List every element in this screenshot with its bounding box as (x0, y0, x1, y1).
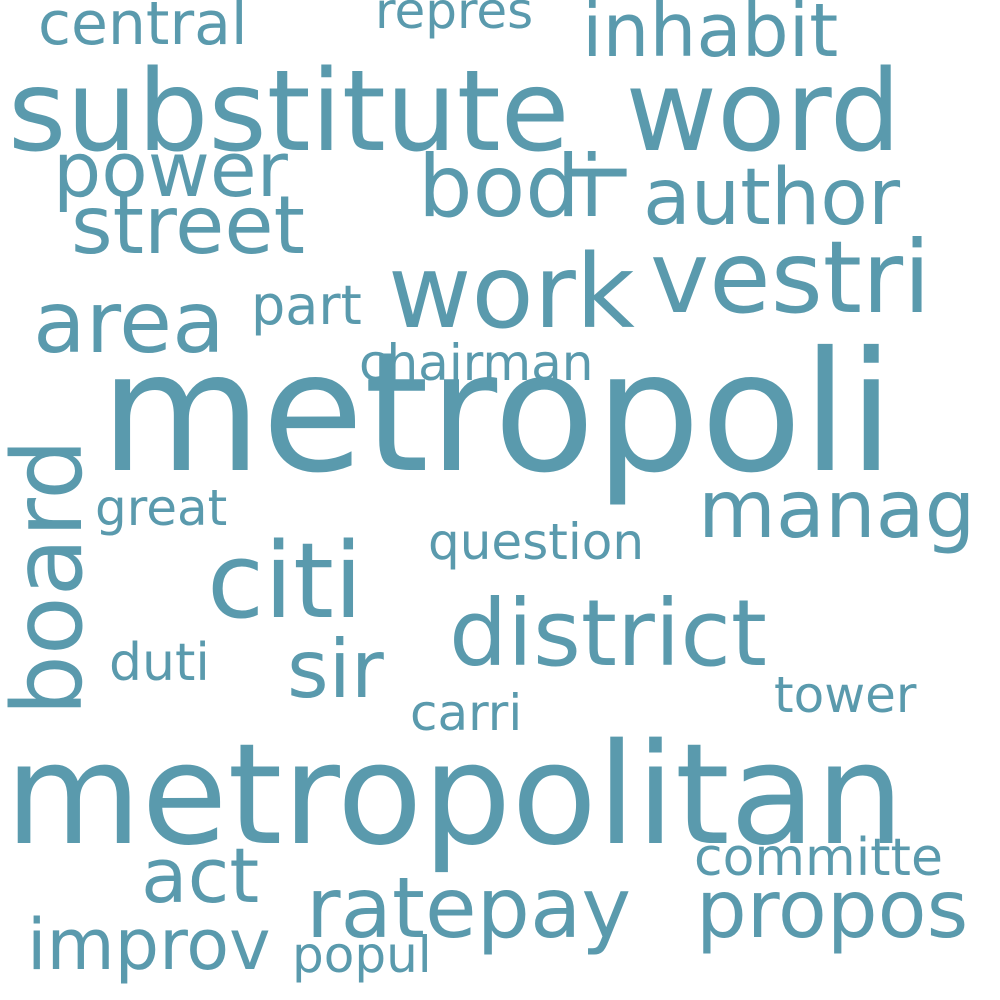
word-district: district (449, 580, 768, 687)
word-sir: sir (287, 623, 384, 716)
word-repres: repres (375, 0, 534, 40)
word-citi: citi (207, 520, 363, 642)
word-vestri: vestri (650, 219, 931, 336)
word-work: work (388, 233, 635, 352)
word-manag: manag (698, 463, 976, 556)
word-propos: propos (696, 863, 969, 956)
word-ratepay: ratepay (306, 859, 632, 957)
word-author: author (643, 153, 901, 243)
word-part: part (251, 274, 362, 337)
word-bodi: bodi (418, 137, 604, 237)
word-great: great (95, 479, 228, 537)
word-popul: popul (292, 926, 432, 984)
word-question: question (428, 513, 645, 571)
word-central: central (38, 0, 248, 59)
word-metropolitan: metropolitan (5, 714, 905, 877)
word-act: act (141, 831, 260, 920)
word-street: street (71, 179, 305, 272)
word-tower: tower (774, 666, 917, 724)
word-substitute-word: substitute_word (8, 47, 901, 177)
word-area: area (33, 273, 225, 373)
word-inhabit: inhabit (582, 0, 839, 74)
word-power: power (53, 125, 288, 214)
word-board: board (0, 438, 104, 716)
word-improv: improv (27, 904, 271, 986)
word-committe: committe (694, 828, 943, 888)
word-chairman: chairman (359, 334, 594, 392)
word-carri: carri (410, 684, 523, 742)
word-duti: duti (109, 633, 210, 693)
word-metropoli: metropoli (100, 317, 895, 510)
